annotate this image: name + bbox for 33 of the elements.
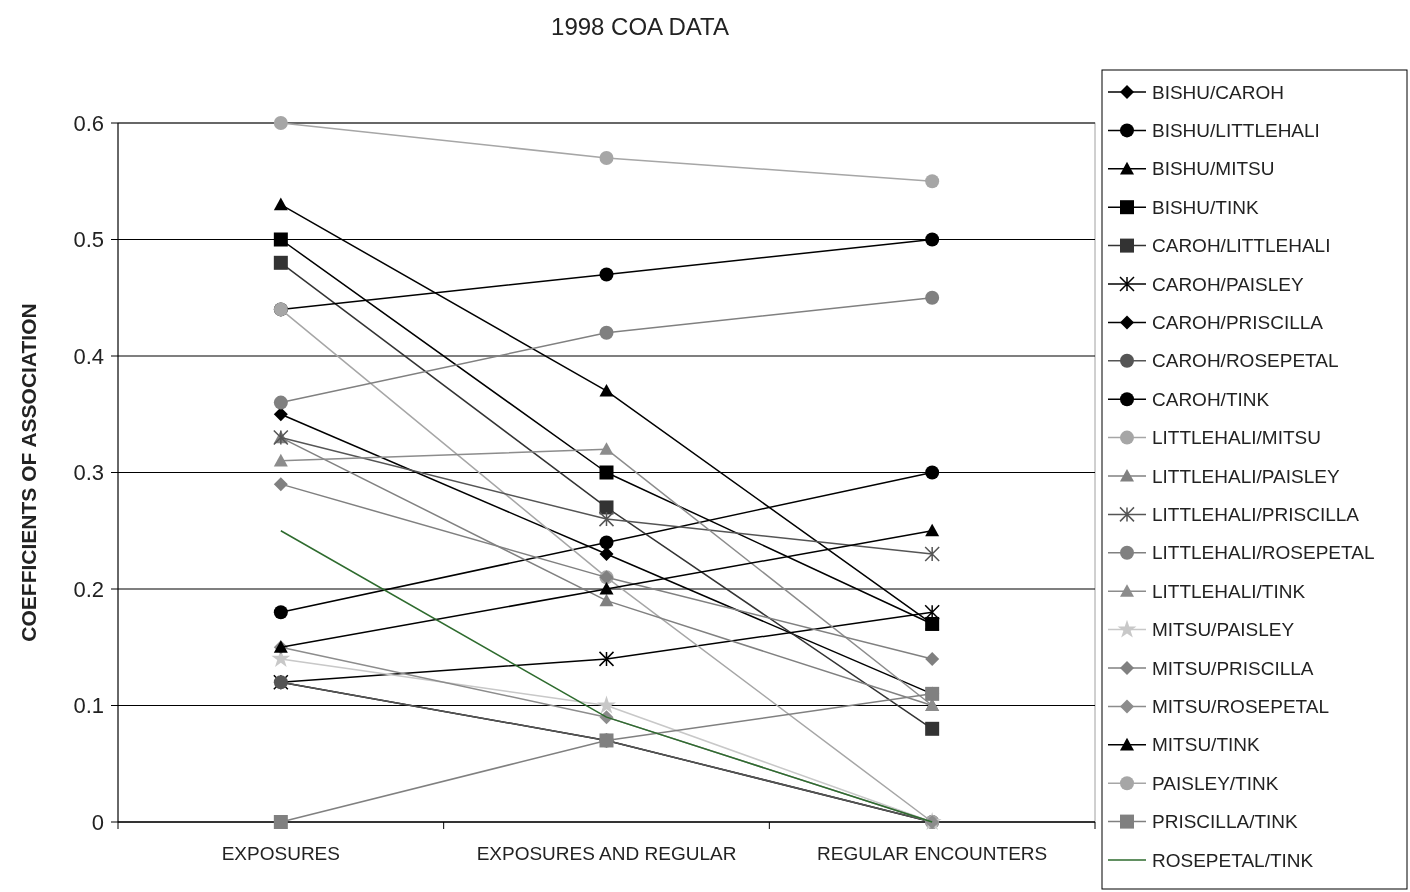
- legend-label: CAROH/PAISLEY: [1152, 273, 1305, 295]
- legend-label: CAROH/TINK: [1152, 388, 1270, 410]
- legend-label: BISHU/CAROH: [1152, 81, 1284, 103]
- legend-label: LITTLEHALI/TINK: [1152, 580, 1306, 602]
- legend-label: MITSU/ROSEPETAL: [1152, 696, 1330, 718]
- y-tick-label: 0.3: [73, 460, 104, 486]
- y-tick-label: 0.5: [73, 227, 104, 253]
- legend-label: CAROH/LITTLEHALI: [1152, 235, 1331, 257]
- legend-label: MITSU/PAISLEY: [1152, 619, 1295, 641]
- legend-label: BISHU/LITTLEHALI: [1152, 120, 1320, 142]
- y-axis-title: COEFFICIENTS OF ASSOCIATION: [17, 303, 40, 642]
- legend-label: LITTLEHALI/PRISCILLA: [1152, 504, 1360, 526]
- y-tick-label: 0.1: [73, 693, 104, 719]
- y-tick-label: 0.4: [73, 343, 104, 369]
- legend-label: ROSEPETAL/TINK: [1152, 849, 1314, 871]
- legend-label: CAROH/ROSEPETAL: [1152, 350, 1339, 372]
- legend-label: PRISCILLA/TINK: [1152, 811, 1299, 833]
- legend-label: BISHU/MITSU: [1152, 158, 1275, 180]
- y-tick-label: 0.2: [73, 576, 104, 602]
- legend-label: MITSU/PRISCILLA: [1152, 657, 1314, 679]
- x-tick-label: EXPOSURES AND REGULAR: [476, 843, 737, 864]
- legend-label: CAROH/PRISCILLA: [1152, 312, 1324, 334]
- legend-label: LITTLEHALI/ROSEPETAL: [1152, 542, 1375, 564]
- x-tick-label: REGULAR ENCOUNTERS: [817, 843, 1048, 864]
- chart-title: 1998 COA DATA: [551, 13, 729, 40]
- legend-label: MITSU/TINK: [1152, 734, 1260, 756]
- y-tick-label: 0.6: [73, 110, 104, 136]
- y-tick-label: 0: [91, 809, 104, 835]
- legend-label: LITTLEHALI/MITSU: [1152, 427, 1321, 449]
- legend-label: PAISLEY/TINK: [1152, 772, 1279, 794]
- legend-label: LITTLEHALI/PAISLEY: [1152, 465, 1340, 487]
- legend-label: BISHU/TINK: [1152, 196, 1259, 218]
- x-tick-label: EXPOSURES: [221, 843, 340, 864]
